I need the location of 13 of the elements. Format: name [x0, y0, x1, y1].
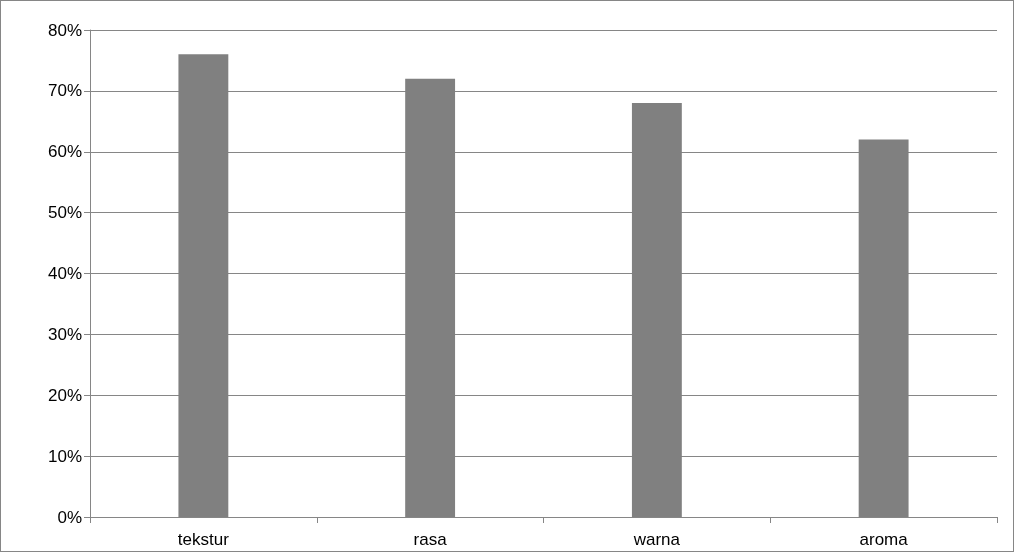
y-tick-label: 60%	[47, 142, 82, 162]
x-tick-label: rasa	[413, 530, 448, 549]
y-tick-label: 20%	[47, 385, 82, 405]
y-tick-label: 50%	[47, 203, 82, 223]
x-tick-label: tekstur	[177, 530, 230, 549]
x-tick-label: warna	[632, 530, 681, 549]
y-tick-label: 70%	[47, 81, 82, 101]
y-tick-label: 30%	[47, 324, 82, 344]
x-tick-label: aroma	[859, 530, 909, 549]
y-tick-label: 10%	[47, 446, 82, 466]
y-tick-label: 40%	[47, 264, 82, 283]
y-tick-label: 0%	[57, 507, 82, 527]
y-tick-label: 80%	[47, 20, 82, 40]
